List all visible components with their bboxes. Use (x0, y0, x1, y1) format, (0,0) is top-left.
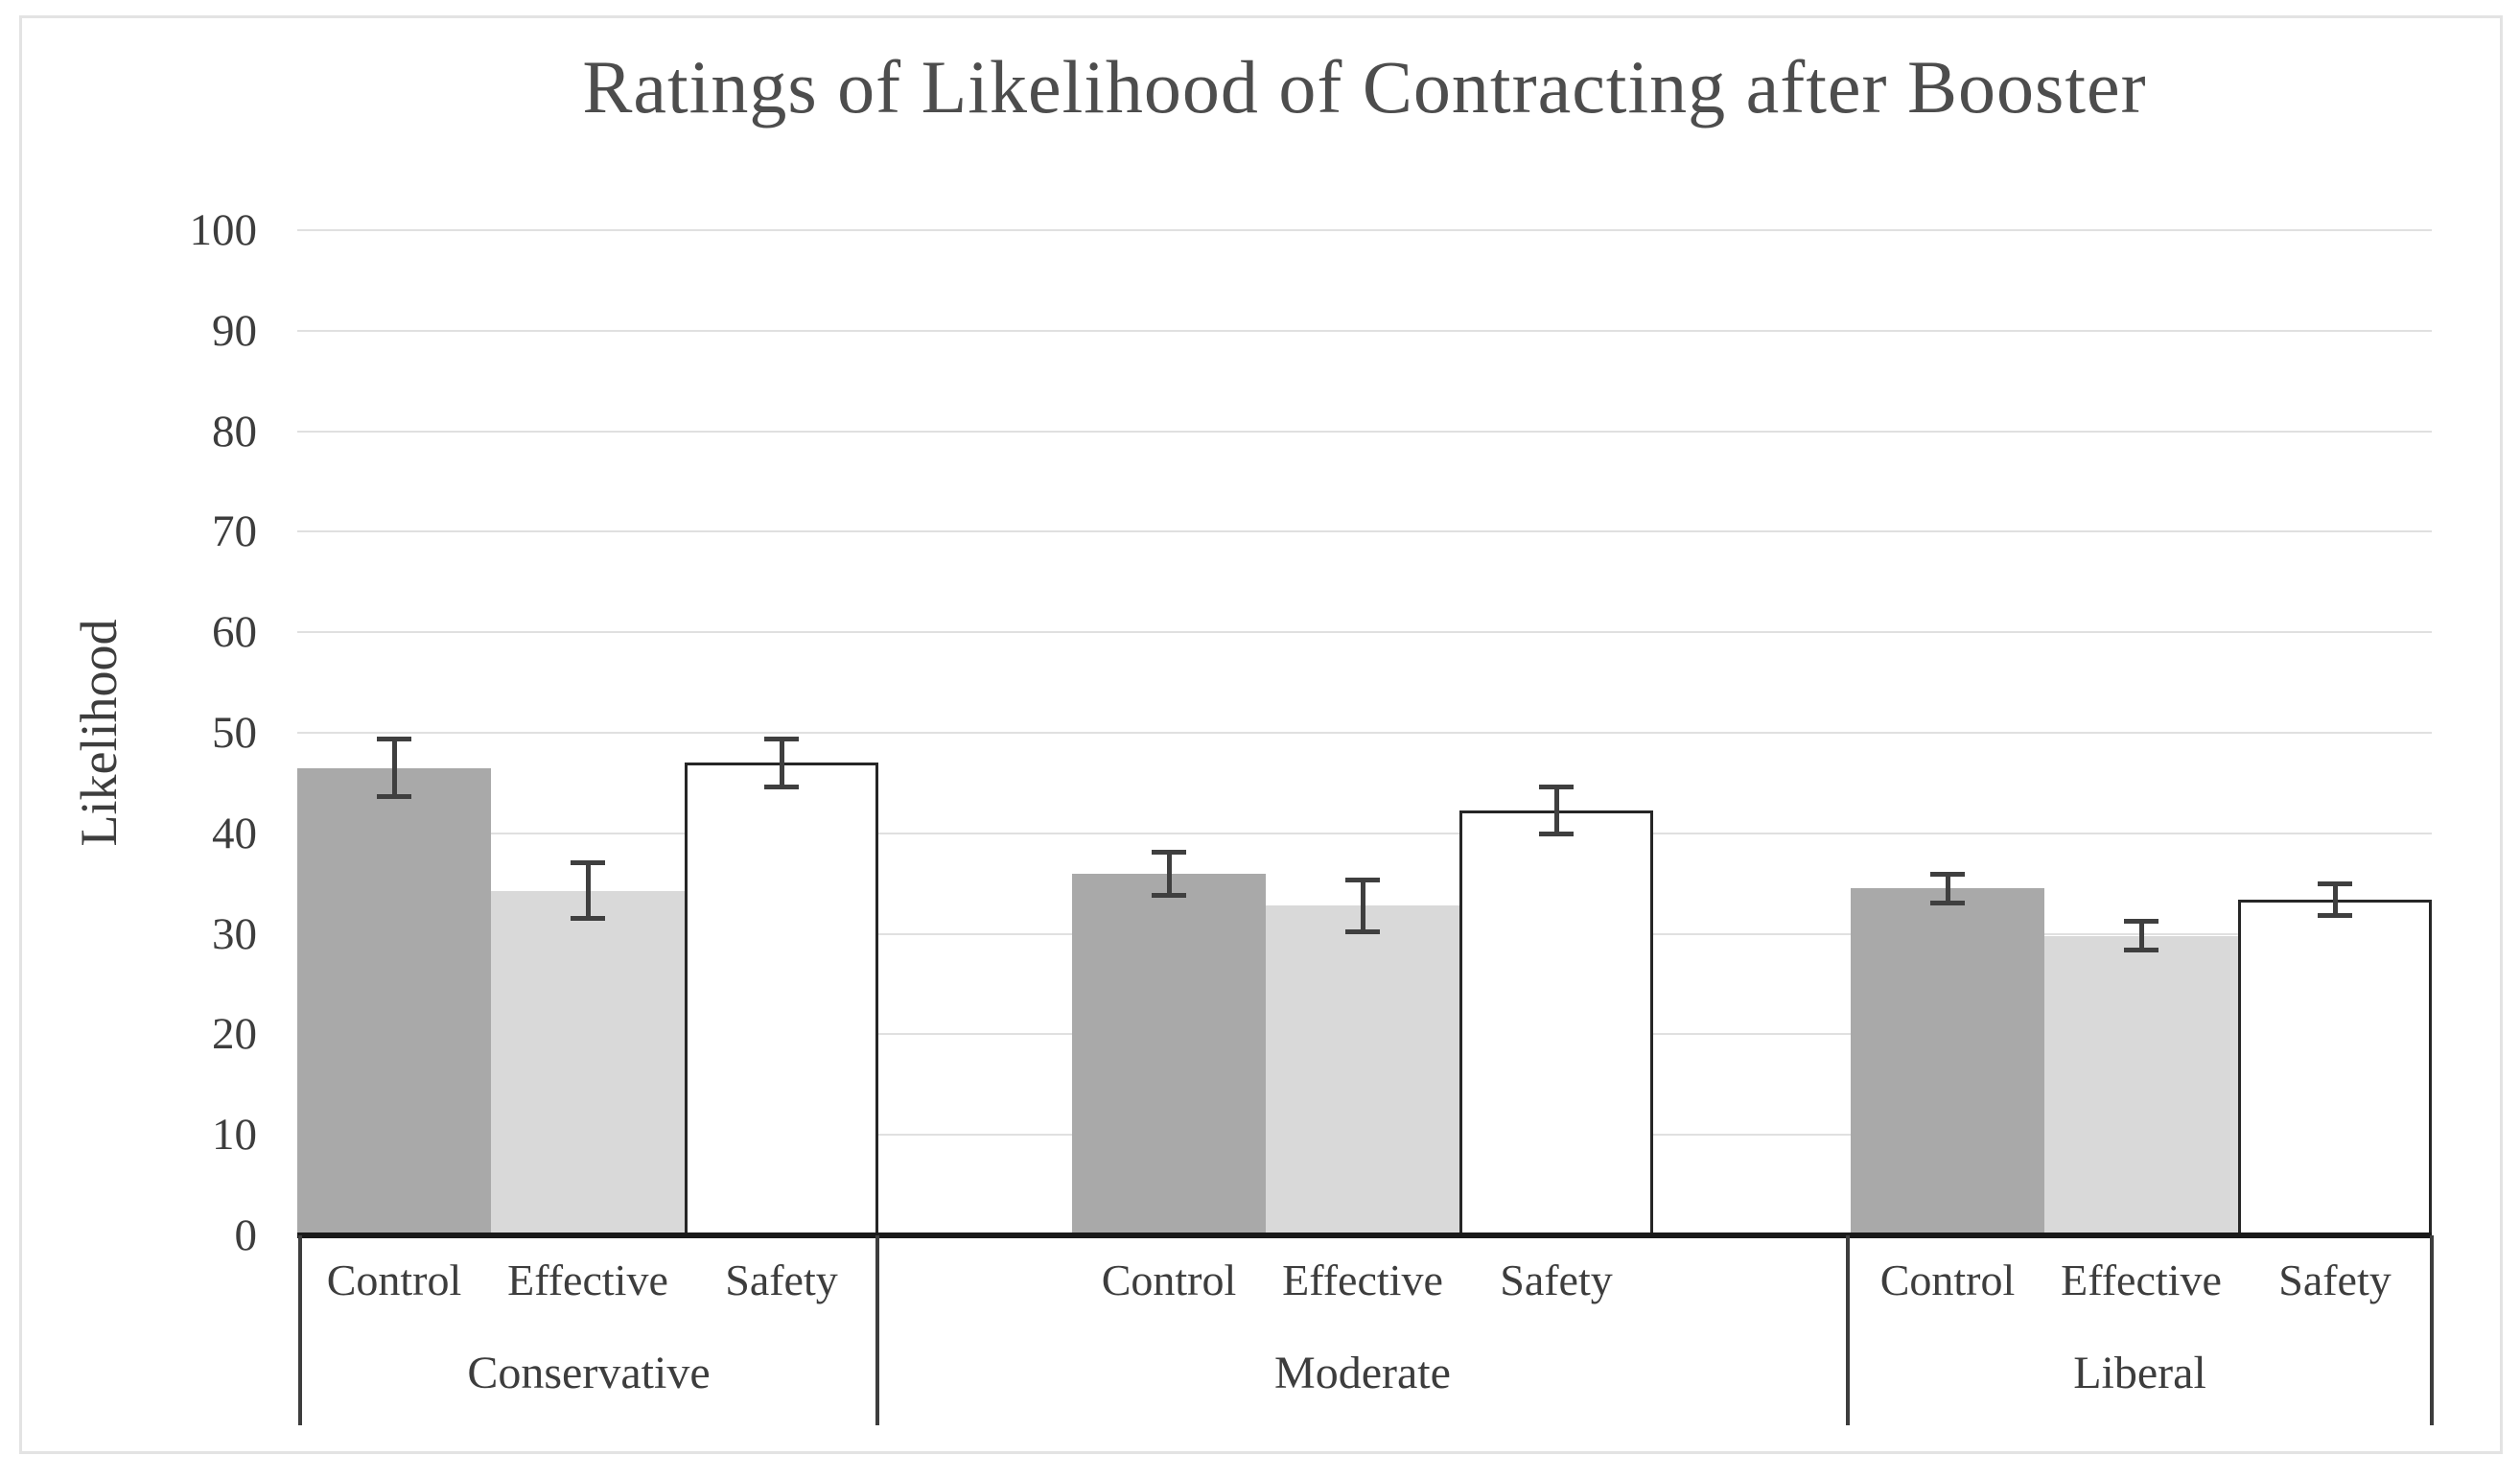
error-cap-bottom-moderate-effective (1345, 928, 1380, 934)
y-tick-100: 100 (189, 205, 258, 255)
error-cap-bottom-moderate-safety (1539, 831, 1574, 836)
x-label-conservative-control: Control (326, 1256, 462, 1304)
error-cap-bottom-conservative-control (377, 794, 411, 800)
gridline-70 (297, 530, 2432, 533)
x-label-liberal-control: Control (1879, 1256, 2016, 1304)
y-tick-10: 10 (212, 1110, 257, 1161)
y-tick-50: 50 (212, 708, 257, 758)
error-cap-bottom-conservative-safety (764, 784, 799, 789)
gridline-80 (297, 430, 2432, 433)
x-axis-line (297, 1232, 2432, 1238)
error-cap-top-liberal-safety (2318, 881, 2352, 887)
gridline-40 (297, 832, 2432, 834)
x-label-moderate-effective: Effective (1282, 1256, 1443, 1304)
error-cap-top-moderate-effective (1345, 878, 1380, 882)
y-tick-60: 60 (212, 607, 257, 658)
x-group-label-conservative: Conservative (467, 1348, 711, 1398)
y-tick-40: 40 (212, 808, 257, 858)
x-label-liberal-effective: Effective (2061, 1256, 2222, 1304)
x-label-conservative-effective: Effective (507, 1256, 668, 1304)
axis-divider-1 (875, 1235, 879, 1425)
y-tick-90: 90 (212, 305, 257, 356)
error-cap-top-moderate-safety (1539, 784, 1574, 789)
bar-liberal-effective (2044, 935, 2238, 1235)
bar-moderate-safety (1459, 810, 1653, 1235)
bar-conservative-safety (685, 763, 878, 1235)
gridline-50 (297, 732, 2432, 734)
x-label-conservative-safety: Safety (725, 1256, 838, 1304)
bar-liberal-safety (2238, 899, 2432, 1235)
x-label-liberal-safety: Safety (2278, 1256, 2392, 1304)
error-bar-conservative-control (391, 739, 397, 798)
error-cap-top-liberal-control (1930, 871, 1965, 877)
bar-moderate-control (1072, 873, 1266, 1235)
x-label-moderate-control: Control (1101, 1256, 1237, 1304)
x-group-label-moderate: Moderate (1274, 1348, 1451, 1398)
x-group-label-liberal: Liberal (2073, 1348, 2206, 1398)
figure-frame (19, 15, 2503, 1454)
gridline-60 (297, 631, 2432, 634)
bar-conservative-control (297, 767, 491, 1235)
y-tick-0: 0 (234, 1210, 258, 1260)
y-tick-20: 20 (212, 1009, 257, 1060)
gridline-90 (297, 329, 2432, 332)
y-tick-30: 30 (212, 908, 257, 959)
y-tick-80: 80 (212, 406, 257, 457)
error-bar-moderate-effective (1360, 880, 1365, 932)
axis-divider-0 (298, 1235, 302, 1425)
bar-liberal-control (1851, 888, 2044, 1235)
error-bar-conservative-safety (779, 739, 784, 787)
error-cap-bottom-conservative-effective (571, 915, 605, 921)
error-cap-top-conservative-safety (764, 737, 799, 742)
error-cap-top-liberal-effective (2124, 918, 2158, 924)
error-cap-bottom-liberal-safety (2318, 912, 2352, 918)
y-tick-70: 70 (212, 506, 257, 557)
error-cap-bottom-liberal-control (1930, 901, 1965, 906)
error-bar-moderate-safety (1553, 786, 1559, 834)
gridline-100 (297, 229, 2432, 231)
error-bar-liberal-control (1945, 873, 1950, 904)
axis-divider-2 (1846, 1235, 1850, 1425)
error-bar-liberal-effective (2138, 920, 2144, 951)
error-cap-top-moderate-control (1152, 849, 1186, 855)
bar-moderate-effective (1266, 905, 1459, 1235)
error-bar-conservative-effective (585, 862, 591, 919)
error-cap-top-conservative-control (377, 737, 411, 742)
axis-divider-3 (2430, 1235, 2434, 1425)
error-cap-bottom-moderate-control (1152, 892, 1186, 898)
error-bar-moderate-control (1166, 851, 1172, 896)
error-cap-bottom-liberal-effective (2124, 948, 2158, 953)
error-bar-liberal-safety (2332, 883, 2338, 916)
chart-title: Ratings of Likelihood of Contracting aft… (582, 45, 2147, 129)
bar-conservative-effective (491, 890, 685, 1235)
error-cap-top-conservative-effective (571, 860, 605, 866)
x-label-moderate-safety: Safety (1500, 1256, 1613, 1304)
